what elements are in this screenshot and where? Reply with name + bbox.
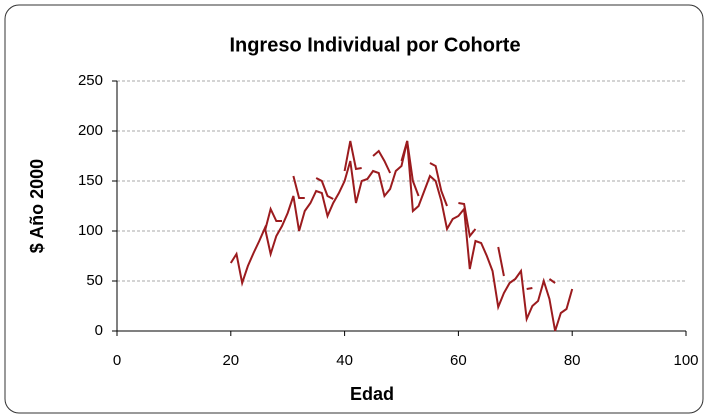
line-series [526, 287, 533, 290]
x-tick-label: 100 [673, 352, 698, 369]
x-axis-label: Edad [350, 384, 394, 404]
line-series [343, 140, 362, 172]
y-tick-label: 100 [78, 222, 103, 239]
x-tick-label: 80 [564, 352, 581, 369]
line-series [292, 175, 305, 199]
line-series [400, 140, 420, 197]
x-tick-label: 40 [336, 352, 353, 369]
line-series [315, 177, 334, 200]
x-tick-label: 20 [222, 352, 239, 369]
y-tick-label: 150 [78, 172, 103, 189]
line-series [497, 246, 505, 277]
y-tick-label: 200 [78, 122, 103, 139]
y-tick-label: 50 [86, 272, 103, 289]
x-tick-label: 0 [113, 352, 121, 369]
chart-frame [4, 4, 704, 414]
x-tick-label: 60 [450, 352, 467, 369]
chart-title: Ingreso Individual por Cohorte [229, 34, 520, 56]
line-series [229, 140, 574, 332]
y-tick-label: 0 [95, 322, 103, 339]
y-axis-label: $ Año 2000 [27, 159, 47, 253]
line-series [429, 162, 448, 207]
line-series [458, 202, 477, 239]
line-series [548, 278, 556, 284]
line-series [263, 206, 283, 232]
y-tick-label: 250 [78, 72, 103, 89]
line-series [372, 149, 392, 174]
